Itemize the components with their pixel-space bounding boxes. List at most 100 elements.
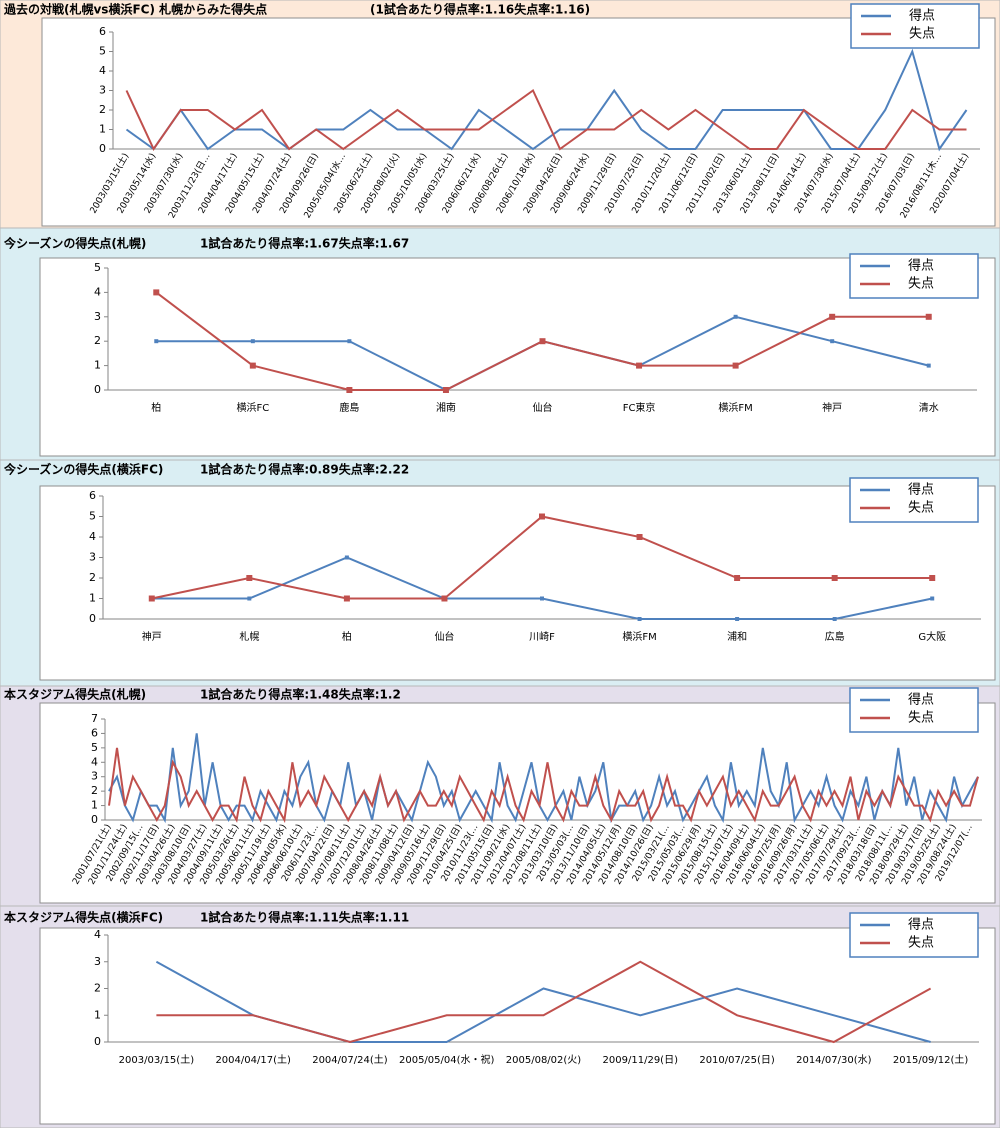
x-tick-label: 2004/04/17(土) bbox=[215, 1053, 291, 1066]
data-point bbox=[344, 555, 349, 560]
chart-title: 本スタジアム得失点(横浜FC) bbox=[4, 910, 163, 925]
y-tick-label: 3 bbox=[99, 84, 106, 97]
data-point bbox=[926, 363, 931, 368]
chart-area bbox=[39, 702, 996, 904]
data-point bbox=[148, 595, 155, 602]
chart-area bbox=[39, 927, 996, 1125]
data-point bbox=[831, 575, 838, 581]
data-point bbox=[247, 596, 252, 601]
data-point bbox=[246, 575, 253, 581]
x-tick-label: 2005/08/02(火) bbox=[506, 1054, 582, 1066]
data-point bbox=[930, 596, 935, 601]
data-point bbox=[925, 313, 932, 320]
series-line bbox=[108, 747, 979, 824]
data-point bbox=[732, 362, 739, 369]
legend-label: 得点 bbox=[909, 8, 935, 24]
legend-label: 得点 bbox=[908, 482, 934, 498]
y-tick-label: 2 bbox=[99, 103, 106, 116]
y-tick-label: 2 bbox=[94, 334, 101, 347]
x-tick-label: 浦和 bbox=[727, 630, 747, 643]
legend-box bbox=[849, 687, 979, 733]
data-point bbox=[735, 617, 740, 621]
series-line bbox=[125, 48, 968, 152]
legend-label: 失点 bbox=[908, 501, 934, 516]
y-tick-label: 0 bbox=[94, 1035, 101, 1048]
data-point bbox=[539, 338, 546, 345]
x-tick-label: FC東京 bbox=[623, 401, 656, 414]
y-tick-label: 1 bbox=[94, 359, 101, 372]
data-point bbox=[442, 387, 449, 393]
y-tick-label: 0 bbox=[99, 142, 106, 155]
y-tick-label: 5 bbox=[91, 741, 98, 754]
legend-box bbox=[850, 3, 980, 49]
y-tick-label: 6 bbox=[99, 25, 106, 38]
data-point bbox=[734, 575, 741, 581]
y-tick-label: 6 bbox=[89, 489, 96, 502]
chart-subtitle: (1試合あたり得点率:1.16失点率:1.16) bbox=[370, 2, 590, 17]
data-point bbox=[636, 534, 643, 540]
data-point bbox=[154, 339, 159, 344]
y-tick-label: 4 bbox=[99, 64, 106, 77]
y-tick-label: 0 bbox=[91, 813, 98, 826]
y-tick-label: 6 bbox=[91, 726, 98, 739]
data-point bbox=[249, 362, 256, 369]
y-tick-label: 0 bbox=[89, 612, 96, 625]
x-tick-label: 横浜FM bbox=[718, 401, 752, 414]
y-tick-label: 4 bbox=[94, 285, 101, 298]
x-tick-label: 2005/05/04(水・祝) bbox=[399, 1053, 495, 1066]
data-point bbox=[441, 595, 448, 602]
x-tick-label: 2015/09/12(土) bbox=[893, 1053, 969, 1066]
legend-box bbox=[849, 253, 979, 299]
x-tick-label: 2003/03/15(土) bbox=[119, 1053, 195, 1066]
data-point bbox=[733, 314, 738, 319]
x-tick-label: 広島 bbox=[825, 630, 845, 643]
legend-label: 失点 bbox=[908, 711, 934, 726]
y-tick-label: 3 bbox=[91, 770, 98, 783]
series-line bbox=[125, 88, 967, 152]
series-line bbox=[156, 960, 932, 1044]
x-tick-label: G大阪 bbox=[918, 630, 946, 643]
y-tick-label: 1 bbox=[94, 1008, 101, 1021]
y-tick-label: 4 bbox=[91, 755, 98, 768]
data-point bbox=[832, 617, 837, 621]
chart-subtitle: 1試合あたり得点率:0.89失点率:2.22 bbox=[200, 462, 409, 477]
y-tick-label: 4 bbox=[94, 928, 101, 941]
series-line bbox=[108, 733, 979, 824]
x-tick-label: 横浜FM bbox=[622, 630, 656, 643]
data-point bbox=[250, 339, 255, 344]
x-tick-label: 神戸 bbox=[142, 630, 162, 643]
legend-box bbox=[849, 477, 979, 523]
chart-subtitle: 1試合あたり得点率:1.67失点率:1.67 bbox=[200, 236, 409, 251]
x-tick-label: 2010/07/25(日) bbox=[699, 1055, 775, 1066]
chart-title: 今シーズンの得失点(横浜FC) bbox=[3, 462, 163, 477]
y-tick-label: 3 bbox=[89, 551, 96, 564]
x-tick-label: 仙台 bbox=[533, 401, 553, 414]
data-point bbox=[929, 575, 936, 581]
chart-subtitle: 1試合あたり得点率:1.11失点率:1.11 bbox=[200, 910, 409, 925]
chart-title: 過去の対戦(札幌vs横浜FC) 札幌からみた得失点 bbox=[3, 2, 267, 17]
y-tick-label: 2 bbox=[94, 982, 101, 995]
y-tick-label: 7 bbox=[91, 712, 98, 725]
y-tick-label: 5 bbox=[99, 45, 106, 58]
data-point bbox=[153, 289, 160, 296]
x-tick-label: 仙台 bbox=[434, 630, 454, 643]
chart-area bbox=[39, 485, 996, 681]
x-tick-label: 川崎F bbox=[529, 630, 555, 643]
y-tick-label: 2 bbox=[91, 784, 98, 797]
y-tick-label: 3 bbox=[94, 955, 101, 968]
legend-label: 失点 bbox=[908, 277, 934, 292]
x-tick-label: 柏 bbox=[151, 401, 161, 414]
y-tick-label: 5 bbox=[94, 261, 101, 274]
y-tick-label: 2 bbox=[89, 571, 96, 584]
chart-title: 本スタジアム得失点(札幌) bbox=[4, 687, 146, 702]
x-tick-label: 柏 bbox=[342, 630, 352, 643]
legend-label: 得点 bbox=[908, 258, 934, 274]
data-point bbox=[539, 513, 545, 520]
y-tick-label: 1 bbox=[91, 799, 98, 812]
legend-label: 得点 bbox=[908, 917, 934, 933]
chart-subtitle: 1試合あたり得点率:1.48失点率:1.2 bbox=[200, 687, 401, 702]
y-tick-label: 5 bbox=[89, 510, 96, 523]
legend-label: 失点 bbox=[908, 936, 934, 951]
x-tick-label: 横浜FC bbox=[236, 401, 269, 414]
